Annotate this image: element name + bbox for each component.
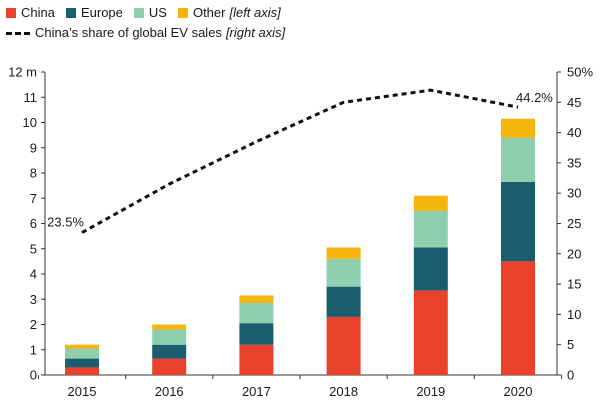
x-axis-tick-label: 2015 — [68, 384, 97, 399]
bar-other-2017 — [239, 295, 274, 304]
bar-other-2015 — [65, 344, 99, 349]
x-axis-tick-label: 2017 — [242, 384, 271, 399]
bar-us-2019 — [413, 210, 448, 248]
bar-us-2015 — [65, 348, 99, 359]
legend-label-other: Other — [192, 5, 226, 20]
left-axis-tick-label: 10 — [23, 115, 37, 130]
left-axis-tick-label: 2 — [30, 317, 37, 332]
left-axis-tick-label: 5 — [30, 241, 37, 256]
bar-other-2020 — [501, 118, 535, 138]
bar-europe-2017 — [239, 323, 274, 345]
bar-europe-2015 — [65, 358, 99, 368]
bar-us-2020 — [501, 137, 535, 182]
bar-us-2018 — [326, 258, 361, 287]
left-axis-tick-label: 7 — [30, 191, 37, 206]
bar-europe-2018 — [326, 286, 361, 317]
legend-label-us: US — [148, 5, 167, 20]
legend-label-europe: Europe — [80, 5, 123, 20]
china-share-line — [81, 88, 519, 234]
right-axis-tick-label: 35 — [567, 155, 581, 170]
legend-bars-row: China Europe US Other [left axis] — [6, 3, 292, 23]
x-axis-tick-label: 2016 — [155, 384, 184, 399]
left-axis-tick-label: 6 — [30, 216, 37, 231]
legend-dash-swatch — [6, 31, 30, 35]
legend-swatch-us — [133, 8, 144, 18]
bar-other-2018 — [326, 247, 361, 259]
bar-china-2015 — [65, 367, 99, 375]
legend: China Europe US Other [left axis] China’… — [6, 3, 292, 43]
left-axis-tick-label: 12 m — [8, 65, 37, 80]
bar-china-2020 — [501, 261, 535, 375]
left-axis-tick-label: 4 — [30, 267, 37, 282]
right-axis-tick-label: 45 — [567, 95, 581, 110]
bar-us-2017 — [239, 303, 274, 324]
legend-line-row: China’s share of global EV sales [right … — [6, 23, 292, 43]
bar-other-2019 — [413, 195, 448, 211]
legend-item-europe: Europe — [65, 3, 123, 23]
legend-swatch-europe — [65, 8, 76, 18]
left-axis-tick-label: 0 — [30, 368, 37, 383]
legend-label-line: China’s share of global EV sales — [35, 25, 222, 40]
china-share-data-label: 23.5% — [47, 215, 84, 230]
x-axis-tick-label: 2020 — [504, 384, 533, 399]
bar-europe-2019 — [413, 247, 448, 291]
right-axis-tick-label: 25 — [567, 216, 581, 231]
left-axis-tick-label: 1 — [30, 342, 37, 357]
bar-china-2018 — [326, 316, 361, 375]
legend-item-china: China — [6, 3, 55, 23]
right-axis-tick-label: 15 — [567, 277, 581, 292]
right-axis-tick-label: 5 — [567, 337, 574, 352]
right-axis-tick-label: 30 — [567, 186, 581, 201]
legend-note-left-axis: [left axis] — [229, 5, 281, 20]
legend-label-china: China — [21, 5, 55, 20]
bar-europe-2020 — [501, 181, 535, 262]
right-axis-tick-label: 10 — [567, 307, 581, 322]
right-axis-tick-label: 40 — [567, 125, 581, 140]
bar-china-2017 — [239, 344, 274, 375]
left-axis-tick-label: 9 — [30, 140, 37, 155]
bar-china-2019 — [413, 290, 448, 375]
bar-other-2016 — [152, 324, 187, 330]
legend-swatch-other — [177, 8, 188, 18]
right-axis-tick-label: 20 — [567, 246, 581, 261]
bar-china-2016 — [152, 358, 187, 375]
right-axis-tick-label: 0 — [567, 368, 574, 383]
legend-item-us: US — [133, 3, 167, 23]
left-axis-tick-label: 3 — [30, 292, 37, 307]
legend-swatch-china — [6, 8, 16, 18]
x-axis-tick-label: 2019 — [416, 384, 445, 399]
china-share-data-label: 44.2% — [516, 90, 553, 105]
legend-note-right-axis: [right axis] — [225, 25, 286, 40]
x-axis-tick-label: 2018 — [329, 384, 358, 399]
bar-europe-2016 — [152, 344, 187, 359]
left-axis-tick-label: 8 — [30, 166, 37, 181]
legend-item-other: Other [left axis] — [177, 3, 281, 23]
right-axis-tick-label: 50% — [567, 65, 593, 80]
bar-us-2016 — [152, 329, 187, 345]
left-axis-tick-label: 11 — [24, 90, 38, 105]
